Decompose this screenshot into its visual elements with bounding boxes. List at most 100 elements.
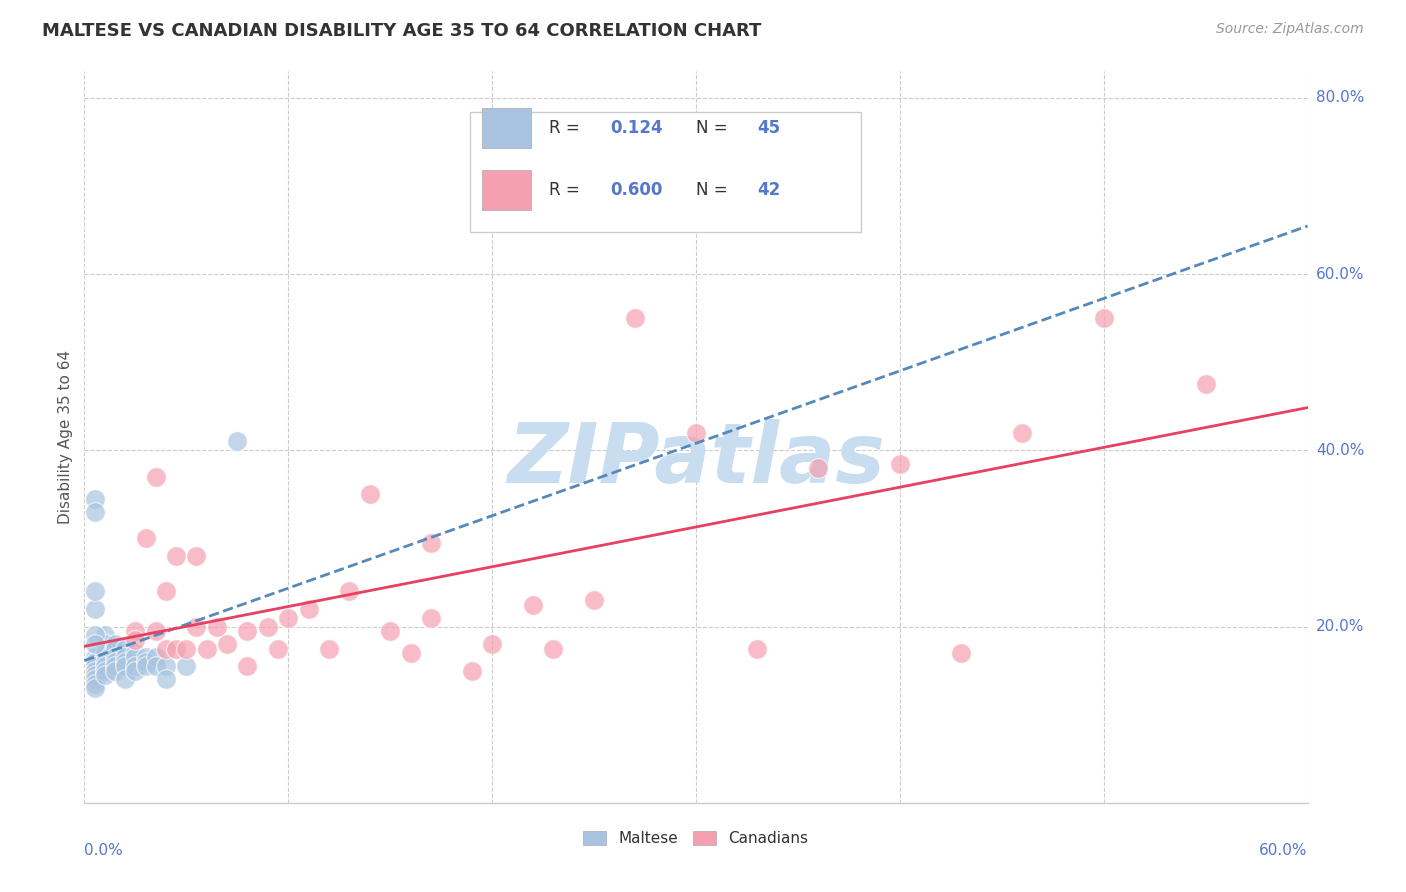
Point (135, 655, 157, 669)
Point (1011, 425, 1033, 440)
Point (145, 659, 167, 673)
Point (543, 641, 565, 656)
Point (399, 646, 422, 660)
Point (124, 659, 146, 673)
Point (174, 641, 197, 656)
Point (145, 469, 167, 483)
Point (145, 650, 167, 665)
Point (135, 659, 157, 673)
Point (124, 624, 146, 638)
Y-axis label: Disability Age 35 to 64: Disability Age 35 to 64 (58, 350, 73, 524)
Point (522, 598, 544, 612)
Text: N =: N = (696, 181, 733, 199)
Point (124, 632, 146, 647)
Point (93, 659, 115, 673)
Point (83, 668, 105, 682)
Point (104, 659, 127, 673)
Point (380, 624, 402, 638)
Point (104, 637, 127, 651)
Point (83, 584, 105, 599)
Point (93, 664, 115, 678)
Point (104, 655, 127, 669)
Text: 40.0%: 40.0% (1316, 442, 1364, 458)
Point (155, 641, 177, 656)
Point (583, 593, 606, 607)
Point (359, 487, 381, 501)
Point (481, 637, 503, 651)
Point (104, 664, 127, 678)
Point (236, 624, 259, 638)
Point (83, 628, 105, 642)
Point (186, 549, 208, 563)
Point (318, 641, 340, 656)
Point (83, 650, 105, 665)
Point (155, 673, 177, 687)
Point (124, 650, 146, 665)
Bar (470, 112, 860, 232)
Point (114, 650, 136, 665)
Point (93, 646, 115, 660)
Point (624, 311, 647, 326)
Point (124, 664, 146, 678)
Point (83, 659, 105, 673)
Point (114, 641, 136, 656)
Point (165, 549, 187, 563)
Point (226, 434, 249, 449)
Point (267, 641, 290, 656)
Text: 0.0%: 0.0% (84, 843, 124, 858)
Point (135, 532, 157, 546)
Point (93, 668, 115, 682)
Point (339, 584, 361, 599)
Point (83, 491, 105, 506)
Point (420, 611, 443, 625)
Point (124, 646, 146, 660)
Point (155, 584, 177, 599)
Text: 60.0%: 60.0% (1316, 267, 1364, 282)
Point (205, 619, 228, 633)
Point (298, 602, 321, 616)
Point (114, 659, 136, 673)
Point (83, 664, 105, 678)
Point (83, 681, 105, 696)
Point (83, 655, 105, 669)
Text: 60.0%: 60.0% (1260, 843, 1308, 858)
Point (83, 673, 105, 687)
Point (277, 611, 299, 625)
Point (83, 677, 105, 691)
Text: R =: R = (550, 119, 585, 137)
Point (685, 425, 707, 440)
Point (114, 673, 136, 687)
Point (135, 650, 157, 665)
Point (93, 637, 115, 651)
Text: Source: ZipAtlas.com: Source: ZipAtlas.com (1216, 22, 1364, 37)
Point (747, 641, 769, 656)
Point (104, 650, 127, 665)
Point (257, 619, 280, 633)
Text: 42: 42 (758, 181, 780, 199)
Text: 0.600: 0.600 (610, 181, 662, 199)
Legend: Maltese, Canadians: Maltese, Canadians (575, 823, 817, 854)
Point (165, 641, 187, 656)
Text: R =: R = (550, 181, 585, 199)
Point (114, 655, 136, 669)
Text: 20.0%: 20.0% (1316, 619, 1364, 634)
Text: ZIPatlas: ZIPatlas (508, 418, 884, 500)
Point (83, 637, 105, 651)
Point (93, 628, 115, 642)
Point (83, 602, 105, 616)
Point (83, 505, 105, 519)
Point (174, 659, 197, 673)
Bar (482, 108, 531, 148)
Point (155, 659, 177, 673)
Point (217, 637, 239, 651)
Point (93, 655, 115, 669)
Text: N =: N = (696, 119, 733, 137)
Point (104, 641, 127, 656)
Text: MALTESE VS CANADIAN DISABILITY AGE 35 TO 64 CORRELATION CHART: MALTESE VS CANADIAN DISABILITY AGE 35 TO… (42, 22, 762, 40)
Point (145, 624, 167, 638)
Point (186, 619, 208, 633)
Point (236, 659, 259, 673)
Point (195, 641, 218, 656)
Bar (482, 170, 531, 211)
Text: 0.124: 0.124 (610, 119, 664, 137)
